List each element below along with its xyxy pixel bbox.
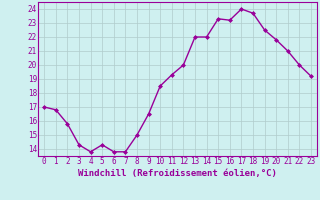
X-axis label: Windchill (Refroidissement éolien,°C): Windchill (Refroidissement éolien,°C)	[78, 169, 277, 178]
